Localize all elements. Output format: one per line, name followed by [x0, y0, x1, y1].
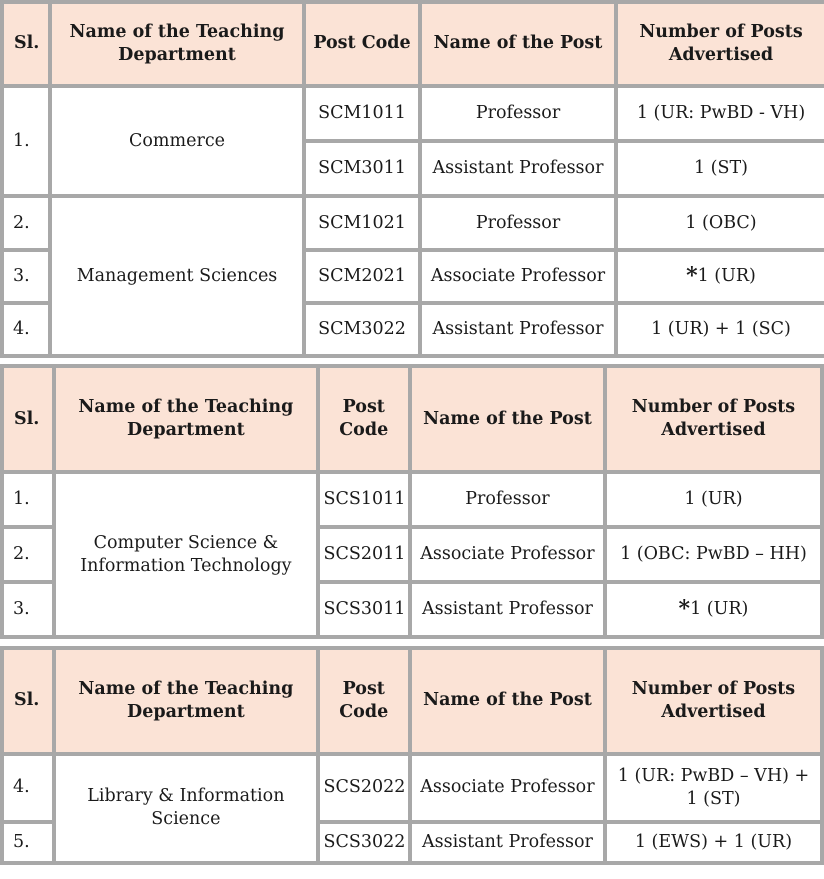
post-name-cell: Assistant Professor [411, 824, 603, 861]
header-department: Name of the Teaching Department [56, 368, 316, 470]
post-code-cell: SCM1011 [306, 87, 418, 140]
post-code-cell: SCM3022 [306, 304, 418, 354]
header-post-code: Post Code [319, 368, 408, 470]
header-post-code: Post Code [319, 650, 408, 752]
department-cell: Management Sciences [52, 198, 302, 354]
row-sl: 4. [4, 304, 48, 354]
header-post-code: Post Code [306, 4, 418, 84]
post-code-cell: SCM2021 [306, 251, 418, 301]
post-name-cell: Professor [422, 87, 614, 140]
row-sl: 3. [4, 251, 48, 301]
header-post-name: Name of the Post [411, 368, 603, 470]
post-name-cell: Associate Professor [422, 251, 614, 301]
number-posts-cell: 1 (ST) [618, 143, 824, 195]
post-code-cell: SCS3022 [319, 824, 408, 861]
post-code-cell: SCS2022 [319, 755, 408, 821]
row-sl: 2. [4, 529, 53, 580]
number-posts-cell: 1 (OBC) [618, 198, 824, 248]
row-sl: 1. [4, 474, 53, 525]
number-posts-cell: 1 (UR: PwBD – VH) + 1 (ST) [606, 755, 820, 821]
post-name-cell: Assistant Professor [411, 584, 603, 635]
asterisk-mark: * [686, 262, 698, 289]
table-commerce-management: Sl. Name of the Teaching Department Post… [0, 0, 824, 358]
header-post-name: Name of the Post [411, 650, 603, 752]
table-row: 5. SCS3022 Assistant Professor 1 (EWS) +… [4, 824, 820, 861]
table-library-science: Sl. Name of the Teaching Department Post… [0, 646, 824, 865]
row-sl: 5. [4, 824, 53, 861]
header-sl: Sl. [4, 650, 53, 752]
post-code-cell: SCS3011 [319, 584, 408, 635]
header-number-posts: Number of Posts Advertised [606, 368, 820, 470]
number-posts-cell: 1 (OBC: PwBD – HH) [606, 529, 820, 580]
post-name-cell: Professor [411, 474, 603, 525]
number-posts-cell: 1 (UR) [606, 474, 820, 525]
post-code-cell: SCS2011 [319, 529, 408, 580]
post-code-cell: SCS1011 [319, 474, 408, 525]
header-post-name: Name of the Post [422, 4, 614, 84]
number-posts-value: 1 (UR) [690, 599, 749, 619]
table-row: 4. SCM3022 Assistant Professor 1 (UR) + … [4, 304, 824, 354]
table-row: 1. Computer Science & Information Techno… [4, 474, 820, 635]
header-department: Name of the Teaching Department [52, 4, 302, 84]
table-row: 3. SCS3011 Assistant Professor *1 (UR) [4, 584, 820, 635]
table-computer-science: Sl. Name of the Teaching Department Post… [0, 364, 824, 639]
post-code-cell: SCM3011 [306, 143, 418, 195]
number-posts-cell: 1 (UR: PwBD - VH) [618, 87, 824, 140]
department-cell: Library & Information Science [56, 755, 316, 861]
row-sl: 1. [4, 87, 48, 195]
table-row: 2. Management Sciences SCM1021 Professor… [4, 198, 824, 354]
header-sl: Sl. [4, 368, 53, 470]
header-number-posts: Number of Posts Advertised [618, 4, 824, 84]
row-sl: 3. [4, 584, 53, 635]
post-name-cell: Assistant Professor [422, 143, 614, 195]
post-name-cell: Professor [422, 198, 614, 248]
header-sl: Sl. [4, 4, 48, 84]
table-row: 4. Library & Information Science SCS2022… [4, 755, 820, 861]
number-posts-cell: 1 (EWS) + 1 (UR) [606, 824, 820, 861]
post-name-cell: Associate Professor [411, 755, 603, 821]
row-sl: 4. [4, 755, 53, 821]
table-row: 3. SCM2021 Associate Professor *1 (UR) [4, 251, 824, 301]
number-posts-value: 1 (UR) [697, 265, 756, 286]
table-row: SCM3011 Assistant Professor 1 (ST) [4, 143, 824, 195]
header-number-posts: Number of Posts Advertised [606, 650, 820, 752]
post-name-cell: Assistant Professor [422, 304, 614, 354]
number-posts-cell: 1 (UR) + 1 (SC) [618, 304, 824, 354]
header-department: Name of the Teaching Department [56, 650, 316, 752]
table-row: 2. SCS2011 Associate Professor 1 (OBC: P… [4, 529, 820, 580]
department-cell: Commerce [52, 87, 302, 195]
department-cell: Computer Science & Information Technolog… [56, 474, 316, 635]
number-posts-cell: *1 (UR) [618, 251, 824, 301]
number-posts-cell: *1 (UR) [606, 584, 820, 635]
asterisk-mark: * [678, 596, 691, 622]
table-row: 1. Commerce SCM1011 Professor 1 (UR: PwB… [4, 87, 824, 195]
row-sl: 2. [4, 198, 48, 248]
post-name-cell: Associate Professor [411, 529, 603, 580]
post-code-cell: SCM1021 [306, 198, 418, 248]
